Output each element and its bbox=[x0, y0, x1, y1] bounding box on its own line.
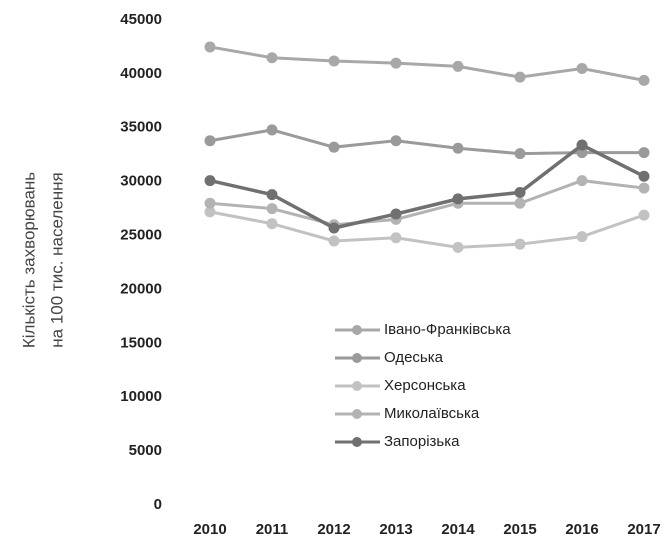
point bbox=[390, 208, 402, 220]
legend-marker bbox=[352, 325, 362, 335]
point bbox=[576, 147, 588, 159]
point bbox=[390, 57, 402, 69]
y-tick-label: 15000 bbox=[120, 334, 162, 351]
point bbox=[452, 193, 464, 205]
y-tick-label: 10000 bbox=[120, 388, 162, 405]
x-tick-label: 2016 bbox=[565, 521, 598, 538]
x-tick-label: 2017 bbox=[627, 521, 660, 538]
point bbox=[266, 124, 278, 136]
point bbox=[266, 218, 278, 230]
point bbox=[328, 235, 340, 247]
legend-label: Запорізька bbox=[384, 433, 460, 450]
point bbox=[576, 175, 588, 187]
x-tick-label: 2014 bbox=[441, 521, 475, 538]
point bbox=[452, 241, 464, 253]
legend-marker bbox=[352, 381, 362, 391]
series-line bbox=[209, 210, 645, 249]
point bbox=[266, 189, 278, 201]
y-tick-label: 20000 bbox=[120, 280, 162, 297]
point bbox=[204, 41, 216, 53]
y-tick-label: 25000 bbox=[120, 227, 162, 244]
point bbox=[514, 71, 526, 83]
legend-marker bbox=[352, 409, 362, 419]
point bbox=[638, 182, 650, 194]
legend-marker bbox=[352, 353, 362, 363]
y-tick-label: 40000 bbox=[120, 65, 162, 82]
x-tick-label: 2013 bbox=[379, 521, 412, 538]
point bbox=[576, 139, 588, 151]
legend-label: Херсонська bbox=[384, 377, 466, 394]
point bbox=[638, 74, 650, 86]
point bbox=[266, 203, 278, 215]
point bbox=[514, 197, 526, 209]
y-tick-label: 35000 bbox=[120, 119, 162, 136]
legend-label: Одеська bbox=[384, 349, 444, 366]
point bbox=[328, 222, 340, 234]
point bbox=[390, 232, 402, 244]
legend-label: Івано-Франківська bbox=[384, 321, 511, 338]
point bbox=[328, 141, 340, 153]
point bbox=[576, 63, 588, 74]
legend-label: Миколаївська bbox=[384, 405, 480, 422]
point bbox=[514, 238, 526, 250]
point bbox=[204, 197, 216, 209]
y-tick-label: 0 bbox=[154, 496, 162, 513]
point bbox=[638, 209, 650, 221]
y-tick-label: 45000 bbox=[120, 11, 162, 28]
point bbox=[452, 142, 464, 154]
point bbox=[576, 231, 588, 243]
x-tick-label: 2015 bbox=[503, 521, 536, 538]
point bbox=[204, 175, 216, 187]
point bbox=[204, 135, 216, 147]
legend-marker bbox=[352, 437, 362, 447]
series-line bbox=[209, 142, 645, 230]
point bbox=[514, 148, 526, 160]
point bbox=[328, 55, 340, 67]
y-tick-label: 5000 bbox=[129, 442, 162, 459]
y-axis-title: Кількість захворювань bbox=[19, 172, 38, 348]
x-tick-label: 2010 bbox=[193, 521, 226, 538]
point bbox=[638, 147, 650, 159]
point bbox=[452, 60, 464, 72]
x-tick-label: 2011 bbox=[256, 521, 289, 538]
point bbox=[266, 52, 278, 64]
x-tick-label: 2012 bbox=[317, 521, 350, 538]
series-line bbox=[209, 45, 645, 82]
y-tick-label: 30000 bbox=[120, 173, 162, 190]
point bbox=[638, 170, 650, 182]
series-line bbox=[209, 179, 645, 227]
point bbox=[390, 135, 402, 147]
point bbox=[514, 186, 526, 198]
point bbox=[204, 206, 216, 218]
y-axis-title: на 100 тис. населення bbox=[47, 172, 66, 347]
